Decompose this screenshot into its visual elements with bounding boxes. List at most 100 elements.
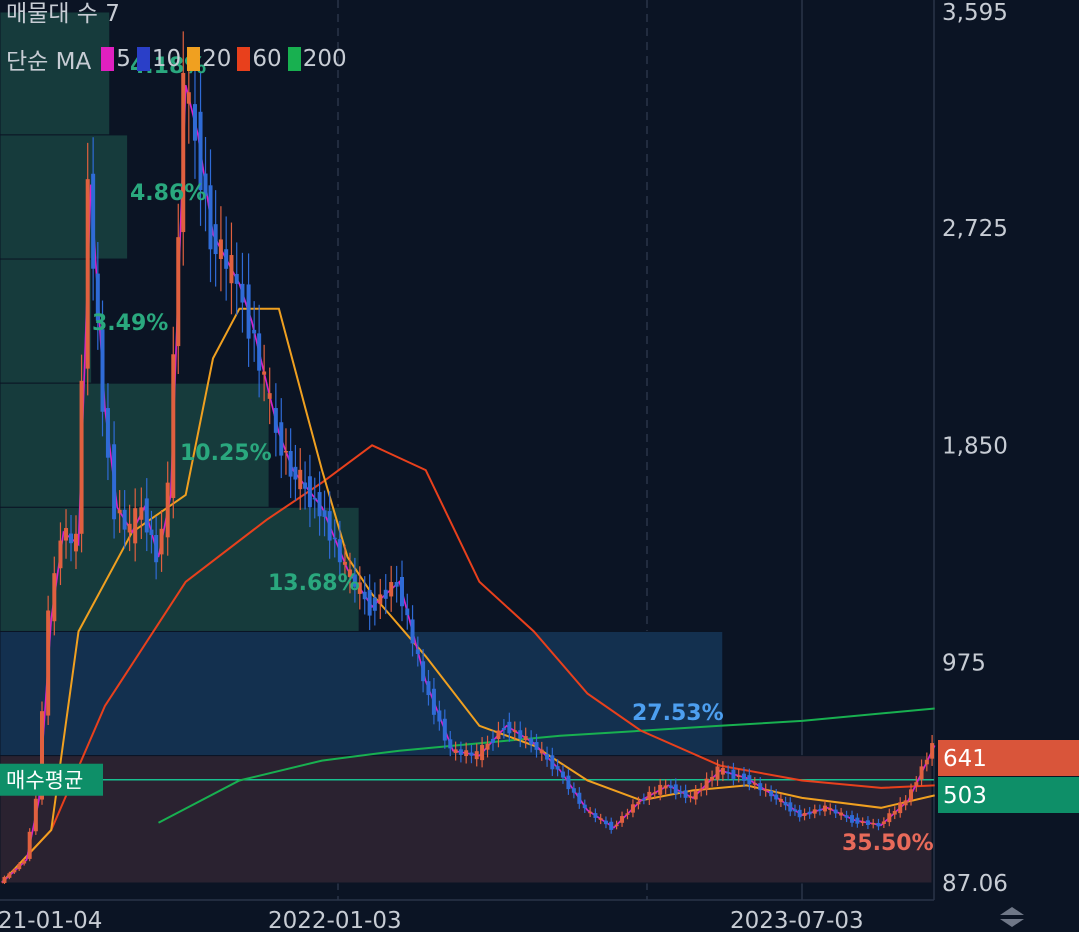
candle[interactable] <box>105 408 110 458</box>
candle[interactable] <box>480 745 485 761</box>
candle[interactable] <box>69 533 74 544</box>
candle[interactable] <box>288 450 293 477</box>
candle[interactable] <box>588 811 593 814</box>
candle[interactable] <box>490 738 495 743</box>
candle[interactable] <box>778 798 783 802</box>
candle[interactable] <box>763 789 768 792</box>
candle[interactable] <box>352 574 357 587</box>
candle[interactable] <box>652 792 657 794</box>
candle[interactable] <box>930 743 935 759</box>
candle[interactable] <box>337 539 342 563</box>
candle[interactable] <box>117 509 122 514</box>
candle[interactable] <box>312 498 317 500</box>
candle[interactable] <box>383 589 388 599</box>
candle[interactable] <box>176 237 181 347</box>
ma-legend[interactable]: 단순 MA 5 10 20 60 200 <box>6 42 349 76</box>
candle[interactable] <box>924 759 929 765</box>
candle[interactable] <box>603 820 608 825</box>
candle[interactable] <box>410 619 415 644</box>
candle[interactable] <box>673 784 678 794</box>
candle[interactable] <box>437 710 442 722</box>
candle[interactable] <box>208 185 213 250</box>
candle[interactable] <box>307 476 312 508</box>
candle[interactable] <box>658 784 663 795</box>
candle[interactable] <box>688 796 693 798</box>
candle[interactable] <box>317 492 322 517</box>
candle[interactable] <box>833 809 838 814</box>
candle[interactable] <box>550 755 555 770</box>
candle[interactable] <box>507 721 512 734</box>
candle[interactable] <box>171 354 176 499</box>
candle[interactable] <box>322 510 327 517</box>
candle[interactable] <box>598 818 603 820</box>
candle[interactable] <box>747 775 752 785</box>
candle[interactable] <box>844 815 849 818</box>
candle[interactable] <box>485 743 490 750</box>
candle[interactable] <box>641 798 646 801</box>
candle[interactable] <box>903 800 908 806</box>
candle[interactable] <box>122 509 127 530</box>
candle[interactable] <box>400 576 404 607</box>
candle[interactable] <box>257 333 262 371</box>
candle[interactable] <box>710 776 715 781</box>
candle[interactable] <box>112 444 117 520</box>
candle[interactable] <box>154 534 159 563</box>
candle[interactable] <box>726 772 731 774</box>
candle[interactable] <box>704 778 709 790</box>
candle[interactable] <box>234 273 239 284</box>
candle[interactable] <box>914 782 919 786</box>
candle[interactable] <box>85 179 90 369</box>
candle[interactable] <box>720 768 725 775</box>
candle[interactable] <box>715 766 720 780</box>
candle[interactable] <box>73 533 78 552</box>
candle[interactable] <box>22 860 27 864</box>
candle[interactable] <box>240 283 245 303</box>
candle[interactable] <box>699 788 704 791</box>
candle[interactable] <box>378 594 383 604</box>
candle[interactable] <box>769 791 774 797</box>
candle[interactable] <box>421 661 426 682</box>
candle[interactable] <box>293 466 298 480</box>
candle[interactable] <box>12 869 17 873</box>
candle[interactable] <box>555 766 560 770</box>
candle[interactable] <box>394 582 399 587</box>
candle[interactable] <box>46 610 51 716</box>
candle[interactable] <box>95 273 100 321</box>
candle[interactable] <box>636 801 641 805</box>
candle[interactable] <box>342 561 347 565</box>
candle[interactable] <box>100 329 105 412</box>
candle[interactable] <box>2 876 7 883</box>
candle[interactable] <box>817 809 822 811</box>
candle[interactable] <box>593 813 598 818</box>
candle[interactable] <box>887 813 892 823</box>
candle[interactable] <box>741 773 746 781</box>
candle[interactable] <box>64 528 69 541</box>
candle[interactable] <box>252 329 257 334</box>
candle[interactable] <box>181 72 186 233</box>
candle[interactable] <box>668 785 673 788</box>
candle[interactable] <box>876 822 881 827</box>
candle[interactable] <box>159 528 164 555</box>
candle[interactable] <box>566 775 571 790</box>
candle[interactable] <box>58 540 63 569</box>
candle[interactable] <box>139 507 144 520</box>
candle[interactable] <box>192 104 197 141</box>
candle[interactable] <box>372 597 377 611</box>
candle[interactable] <box>229 255 234 284</box>
candle[interactable] <box>560 771 565 778</box>
candle[interactable] <box>203 173 208 196</box>
candle[interactable] <box>133 508 138 544</box>
candle[interactable] <box>52 573 57 622</box>
candle[interactable] <box>298 469 303 490</box>
candle[interactable] <box>501 727 506 730</box>
candle[interactable] <box>279 422 284 456</box>
candle[interactable] <box>7 873 12 878</box>
candle[interactable] <box>752 783 757 785</box>
candle[interactable] <box>539 749 544 754</box>
candle[interactable] <box>213 224 218 255</box>
candle[interactable] <box>367 590 372 616</box>
candle[interactable] <box>802 813 807 816</box>
candle[interactable] <box>758 783 763 791</box>
candle[interactable] <box>788 802 793 812</box>
candle[interactable] <box>865 820 870 826</box>
